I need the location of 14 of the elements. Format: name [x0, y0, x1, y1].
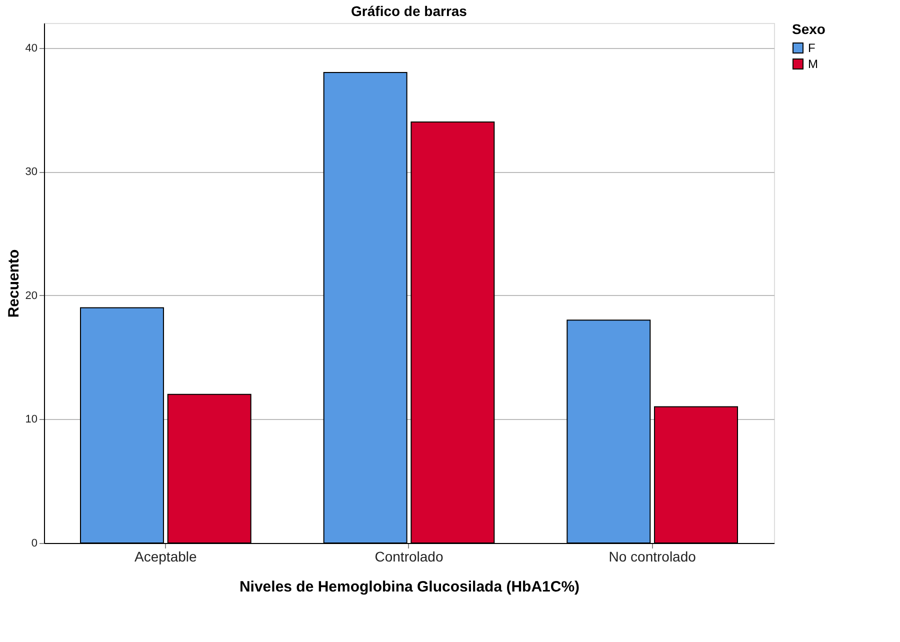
legend-title: Sexo — [792, 21, 826, 37]
y-tick-label: 0 — [31, 538, 38, 550]
legend-label: M — [808, 57, 818, 71]
y-tick-label: 20 — [25, 290, 38, 302]
x-tick-label: No controlado — [608, 548, 696, 564]
y-tick-label: 40 — [25, 42, 38, 54]
chart-title: Gráfico de barras — [351, 3, 468, 19]
x-tick-label: Aceptable — [134, 548, 198, 564]
x-axis-title: Niveles de Hemoglobina Glucosilada (HbA1C%) — [239, 578, 580, 596]
y-tick-label: 30 — [25, 166, 38, 178]
y-tick-label: 10 — [25, 414, 38, 426]
y-axis-title: Recuento — [5, 249, 22, 318]
legend-label: F — [808, 41, 816, 55]
x-tick-label: Controlado — [374, 548, 444, 564]
